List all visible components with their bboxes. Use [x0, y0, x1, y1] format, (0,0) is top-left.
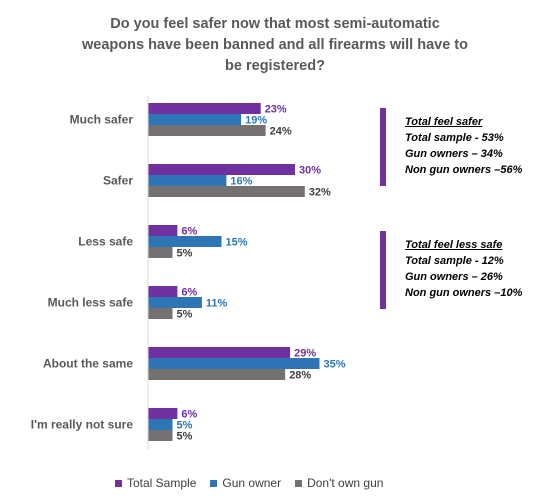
bar — [148, 358, 320, 369]
bar — [148, 164, 295, 175]
data-label: 5% — [177, 420, 193, 432]
chart-title-line: Do you feel safer now that most semi-aut… — [110, 16, 440, 32]
annotation-feel-less-safe: Total feel less safe Total sample - 12% … — [405, 237, 545, 301]
legend-item: Total Sample — [115, 476, 196, 490]
annotation-line: Non gun owners –56% — [405, 164, 523, 176]
annotation-heading: Total feel less safe — [405, 239, 503, 251]
annotation-bar — [380, 108, 386, 186]
data-label: 16% — [230, 176, 252, 188]
data-label: 5% — [177, 248, 193, 260]
bar — [148, 103, 261, 114]
legend-item: Gun owner — [210, 476, 281, 490]
legend-label: Total Sample — [127, 476, 197, 490]
bar — [148, 286, 178, 297]
legend-item: Don't own gun — [295, 476, 383, 490]
data-label: 15% — [226, 237, 248, 249]
legend-swatch — [115, 479, 122, 487]
category-label: Safer — [103, 174, 133, 188]
bar — [148, 419, 173, 430]
data-label: 5% — [177, 431, 193, 443]
data-label: 11% — [206, 298, 228, 310]
bar — [148, 369, 286, 380]
legend-label: Gun owner — [222, 476, 282, 490]
data-label: 23% — [265, 104, 287, 116]
data-label: 28% — [289, 370, 311, 382]
bar — [148, 186, 305, 197]
bar — [148, 408, 178, 419]
annotation-heading: Total feel safer — [405, 116, 483, 128]
data-label: 24% — [270, 126, 292, 138]
bar — [148, 347, 291, 358]
annotation-line: Gun owners – 34% — [405, 148, 503, 160]
chart-title-line: be registered? — [225, 58, 325, 74]
data-label: 30% — [299, 165, 321, 177]
legend-swatch — [295, 479, 303, 487]
bar — [148, 114, 242, 125]
data-label: 32% — [309, 187, 331, 199]
annotation-line: Non gun owners –10% — [405, 287, 523, 299]
bar — [148, 236, 222, 247]
legend: Total Sample Gun owner Don't own gun — [115, 476, 383, 490]
bar — [148, 430, 173, 441]
annotation-line: Total sample - 12% — [405, 255, 504, 267]
data-label: 6% — [181, 409, 197, 421]
bar — [148, 125, 266, 136]
category-label: Less safe — [78, 235, 133, 249]
bar — [148, 175, 227, 186]
annotation-line: Gun owners – 26% — [405, 271, 503, 283]
category-label: Much safer — [70, 113, 134, 127]
annotation-line: Total sample - 53% — [405, 132, 504, 144]
bar — [148, 225, 178, 236]
data-label: 35% — [324, 359, 346, 371]
annotation-bar — [380, 231, 386, 309]
legend-swatch — [210, 479, 218, 487]
chart-title-line: weapons have been banned and all firearm… — [82, 37, 468, 53]
legend-label: Don't own gun — [307, 476, 384, 490]
category-label: I'm really not sure — [31, 418, 134, 432]
bar — [148, 247, 173, 258]
data-label: 6% — [181, 287, 197, 299]
data-label: 19% — [245, 115, 267, 127]
category-label: Much less safe — [48, 296, 134, 310]
data-label: 29% — [294, 348, 316, 360]
bar — [148, 297, 202, 308]
chart-title: Do you feel safer now that most semi-aut… — [60, 14, 490, 77]
bar — [148, 308, 173, 319]
annotation-feel-safer: Total feel safer Total sample - 53% Gun … — [405, 114, 545, 178]
data-label: 6% — [181, 226, 197, 238]
data-label: 5% — [177, 309, 193, 321]
category-label: About the same — [43, 357, 133, 371]
